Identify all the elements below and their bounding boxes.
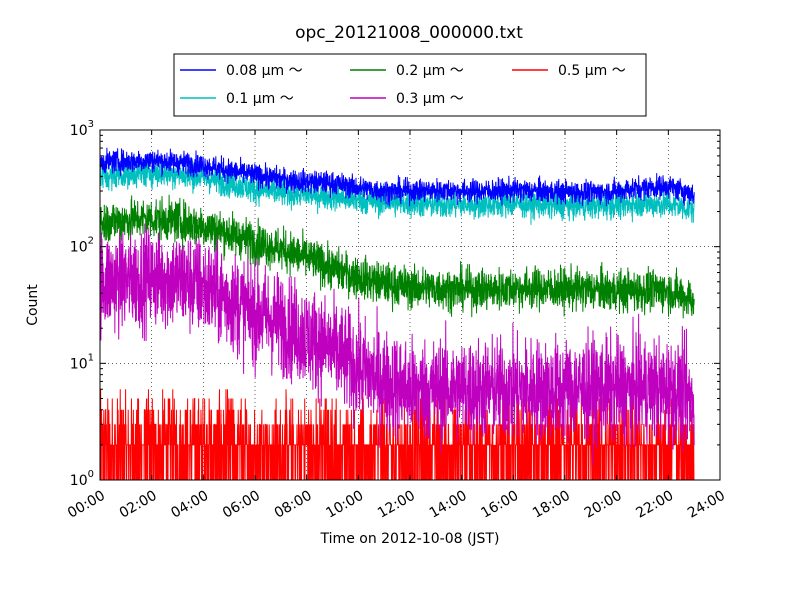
series-line	[99, 221, 695, 466]
x-tick-label: 14:00	[427, 488, 470, 522]
x-tick-label: 22:00	[633, 488, 676, 522]
x-tick-label: 10:00	[323, 488, 366, 522]
x-tick-label: 16:00	[478, 488, 521, 522]
x-tick-label: 18:00	[530, 488, 573, 522]
x-tick-label: 04:00	[168, 488, 211, 522]
x-tick-label: 08:00	[272, 488, 315, 522]
legend-label: 0.08 μm ～	[226, 63, 303, 79]
legend: 0.08 μm ～ 0.1 μm ～ 0.2 μm ～ 0.3 μm ～ 0.5 μm …	[173, 53, 647, 117]
series-line	[99, 147, 695, 207]
x-tick-label: 00:00	[65, 488, 108, 522]
x-tick-label: 12:00	[375, 488, 418, 522]
legend-label: 0.2 μm ～	[396, 63, 464, 79]
series-line	[99, 194, 695, 319]
x-tick-label: 02:00	[117, 488, 160, 522]
legend-label: 0.1 μm ～	[226, 91, 294, 107]
x-axis-label: Time on 2012-10-08 (JST)	[320, 531, 500, 547]
series-layer	[99, 147, 695, 481]
legend-label: 0.5 μm ～	[558, 63, 626, 79]
y-tick-label: 101	[70, 352, 94, 372]
y-tick-label: 102	[70, 236, 94, 256]
y-tick-label: 103	[70, 119, 94, 139]
legend-label: 0.3 μm ～	[396, 91, 464, 107]
x-tick-label: 24:00	[685, 488, 728, 522]
x-tick-label: 20:00	[582, 488, 625, 522]
chart-title: opc_20121008_000000.txt	[295, 23, 523, 43]
y-tick-label: 100	[70, 469, 94, 489]
legend-frame	[173, 53, 647, 117]
y-axis-label: Count	[25, 284, 41, 326]
x-tick-label: 06:00	[220, 488, 263, 522]
